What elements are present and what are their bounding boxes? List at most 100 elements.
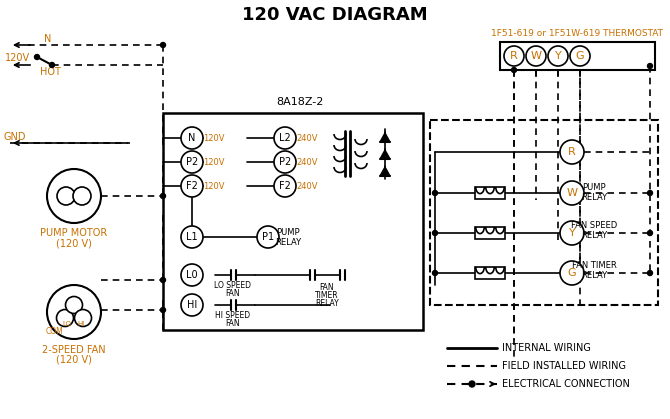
Text: F2: F2: [186, 181, 198, 191]
Text: L1: L1: [186, 232, 198, 242]
Text: Y: Y: [555, 51, 561, 61]
Bar: [475, 267, 505, 279]
Circle shape: [181, 175, 203, 197]
Circle shape: [50, 62, 54, 67]
Text: FAN SPEED: FAN SPEED: [571, 220, 617, 230]
Text: 1F51-619 or 1F51W-619 THERMOSTAT: 1F51-619 or 1F51W-619 THERMOSTAT: [491, 29, 663, 38]
Text: HOT: HOT: [40, 67, 60, 77]
Circle shape: [47, 169, 101, 223]
Text: G: G: [567, 268, 576, 278]
Text: PUMP: PUMP: [582, 183, 606, 191]
Circle shape: [73, 187, 91, 205]
Circle shape: [548, 46, 568, 66]
Circle shape: [161, 194, 165, 199]
Text: F2: F2: [279, 181, 291, 191]
Text: 120V: 120V: [203, 158, 224, 166]
Circle shape: [57, 187, 75, 205]
Text: R: R: [510, 51, 518, 61]
Text: RELAY: RELAY: [275, 238, 301, 246]
Circle shape: [257, 226, 279, 248]
Circle shape: [570, 46, 590, 66]
Circle shape: [560, 140, 584, 164]
Text: W: W: [531, 51, 541, 61]
Text: P1: P1: [262, 232, 274, 242]
Text: L2: L2: [279, 133, 291, 143]
Circle shape: [161, 308, 165, 313]
Text: (120 V): (120 V): [56, 238, 92, 248]
Text: HI: HI: [187, 300, 197, 310]
Circle shape: [526, 46, 546, 66]
Text: HI SPEED: HI SPEED: [216, 310, 251, 320]
Circle shape: [560, 221, 584, 245]
Circle shape: [647, 191, 653, 196]
Text: P2: P2: [186, 157, 198, 167]
Bar: [475, 227, 505, 239]
Text: N: N: [188, 133, 196, 143]
Text: 240V: 240V: [296, 134, 318, 142]
Circle shape: [181, 264, 203, 286]
Circle shape: [56, 310, 74, 326]
Circle shape: [433, 230, 438, 235]
Text: 120V: 120V: [203, 181, 224, 191]
Text: Y: Y: [569, 228, 576, 238]
Polygon shape: [380, 167, 390, 176]
Circle shape: [274, 175, 296, 197]
Circle shape: [74, 310, 92, 326]
Circle shape: [274, 127, 296, 149]
Text: TIMER: TIMER: [315, 292, 339, 300]
Circle shape: [647, 230, 653, 235]
Circle shape: [66, 297, 82, 313]
Text: L0: L0: [186, 270, 198, 280]
Text: FIELD INSTALLED WIRING: FIELD INSTALLED WIRING: [502, 361, 626, 371]
Text: 240V: 240V: [296, 181, 318, 191]
Text: RELAY: RELAY: [315, 300, 339, 308]
Text: COM: COM: [45, 328, 63, 336]
Circle shape: [560, 181, 584, 205]
Circle shape: [181, 151, 203, 173]
Text: 120 VAC DIAGRAM: 120 VAC DIAGRAM: [242, 6, 428, 24]
Text: LO SPEED: LO SPEED: [214, 280, 251, 290]
Circle shape: [161, 277, 165, 282]
Text: FAN: FAN: [226, 289, 241, 297]
Circle shape: [469, 381, 475, 387]
Bar: [163, 113, 423, 330]
Circle shape: [181, 127, 203, 149]
Text: 120V: 120V: [5, 53, 31, 63]
Text: 120V: 120V: [203, 134, 224, 142]
Circle shape: [34, 54, 40, 59]
Text: RELAY: RELAY: [581, 271, 607, 279]
Text: W: W: [567, 188, 578, 198]
Circle shape: [181, 226, 203, 248]
Circle shape: [511, 67, 517, 72]
Polygon shape: [380, 150, 390, 159]
Circle shape: [560, 261, 584, 285]
Circle shape: [504, 46, 524, 66]
Text: ELECTRICAL CONNECTION: ELECTRICAL CONNECTION: [502, 379, 630, 389]
Text: FAN: FAN: [320, 284, 334, 292]
Text: 2-SPEED FAN: 2-SPEED FAN: [42, 345, 106, 355]
Text: PUMP MOTOR: PUMP MOTOR: [40, 228, 108, 238]
Circle shape: [433, 271, 438, 276]
Circle shape: [161, 42, 165, 47]
Circle shape: [647, 271, 653, 276]
Text: INTERNAL WIRING: INTERNAL WIRING: [502, 343, 591, 353]
Text: FAN: FAN: [226, 318, 241, 328]
Circle shape: [274, 151, 296, 173]
Text: N: N: [44, 34, 52, 44]
Bar: [500, 42, 655, 70]
Circle shape: [47, 285, 101, 339]
Text: PUMP: PUMP: [276, 228, 299, 236]
Text: RELAY: RELAY: [581, 192, 607, 202]
Text: P2: P2: [279, 157, 291, 167]
Bar: [475, 187, 505, 199]
Text: R: R: [568, 147, 576, 157]
Circle shape: [181, 294, 203, 316]
Text: 240V: 240V: [296, 158, 318, 166]
Text: 8A18Z-2: 8A18Z-2: [276, 97, 324, 107]
Polygon shape: [380, 133, 390, 142]
Text: FAN TIMER: FAN TIMER: [572, 261, 616, 269]
Text: G: G: [576, 51, 584, 61]
Text: HI: HI: [77, 321, 84, 327]
Circle shape: [647, 64, 653, 68]
Text: RELAY: RELAY: [581, 230, 607, 240]
